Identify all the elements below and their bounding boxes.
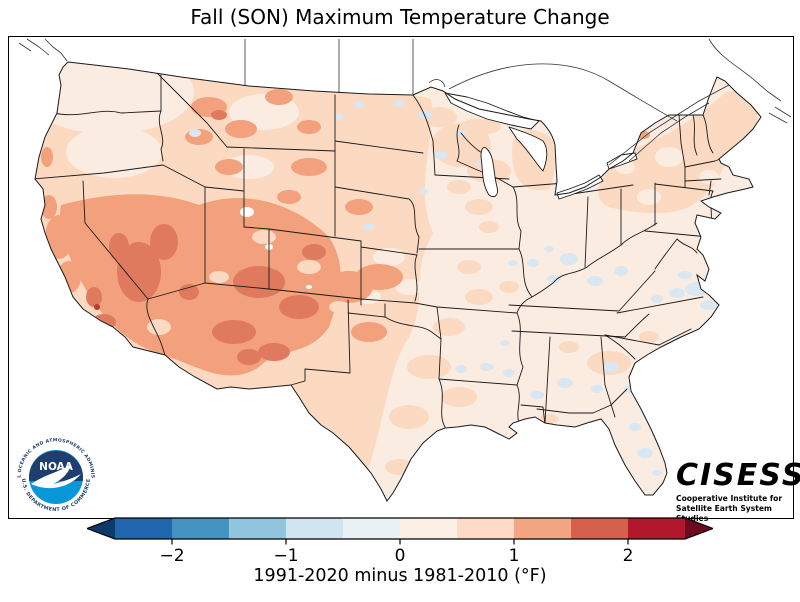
- colorbar-segment: [343, 518, 400, 539]
- colorbar-tick-label: −1: [273, 546, 298, 565]
- colorbar-segment: [286, 518, 343, 539]
- colorbar-tick-label: 2: [623, 546, 634, 565]
- colorbar-tick-label: −2: [159, 546, 184, 565]
- colorbar-segment: [400, 518, 457, 539]
- colorbar-segment: [628, 518, 685, 539]
- noaa-emblem-top: [29, 450, 84, 481]
- colorbar-over-arrow: [685, 518, 713, 539]
- noaa-logo: NOAA NATIONAL OCEANIC AND ATMOSPHERIC AD…: [13, 434, 99, 524]
- colorbar-segment: [172, 518, 229, 539]
- colorbar-segment: [457, 518, 514, 539]
- colorbar: −2 −1 0 1 2: [87, 517, 713, 565]
- cisess-subtitle: Cooperative Institute for Satellite Eart…: [676, 494, 783, 523]
- colorbar-segment: [571, 518, 628, 539]
- state-borders: [35, 72, 726, 428]
- colorbar-segment: [229, 518, 286, 539]
- colorbar-tick-labels: −2 −1 0 1 2: [159, 546, 633, 565]
- noaa-acronym: NOAA: [39, 461, 74, 473]
- cisess-logo: CISESS Cooperative Institute for Satelli…: [676, 458, 800, 524]
- colorbar-tick-label: 1: [509, 546, 520, 565]
- cisess-acronym: CISESS: [676, 458, 800, 493]
- colorbar-tick-label: 0: [395, 546, 406, 565]
- us-temperature-map: [18, 38, 792, 502]
- lake-huron: [508, 126, 548, 172]
- colorbar-under-arrow: [87, 518, 115, 539]
- page-title: Fall (SON) Maximum Temperature Change: [190, 5, 610, 29]
- lake-superior: [444, 92, 540, 130]
- colorbar-segment: [115, 518, 172, 539]
- colorbar-outline: [87, 517, 713, 540]
- colorbar-segment: [514, 518, 571, 539]
- colorbar-segments: [115, 518, 685, 539]
- noaa-seagull-icon: [31, 464, 81, 489]
- lake-michigan: [480, 146, 498, 198]
- colorbar-ticks: [171, 539, 629, 545]
- colorbar-caption: 1991-2020 minus 1981-2010 (°F): [253, 566, 547, 586]
- map-frame: [8, 36, 794, 519]
